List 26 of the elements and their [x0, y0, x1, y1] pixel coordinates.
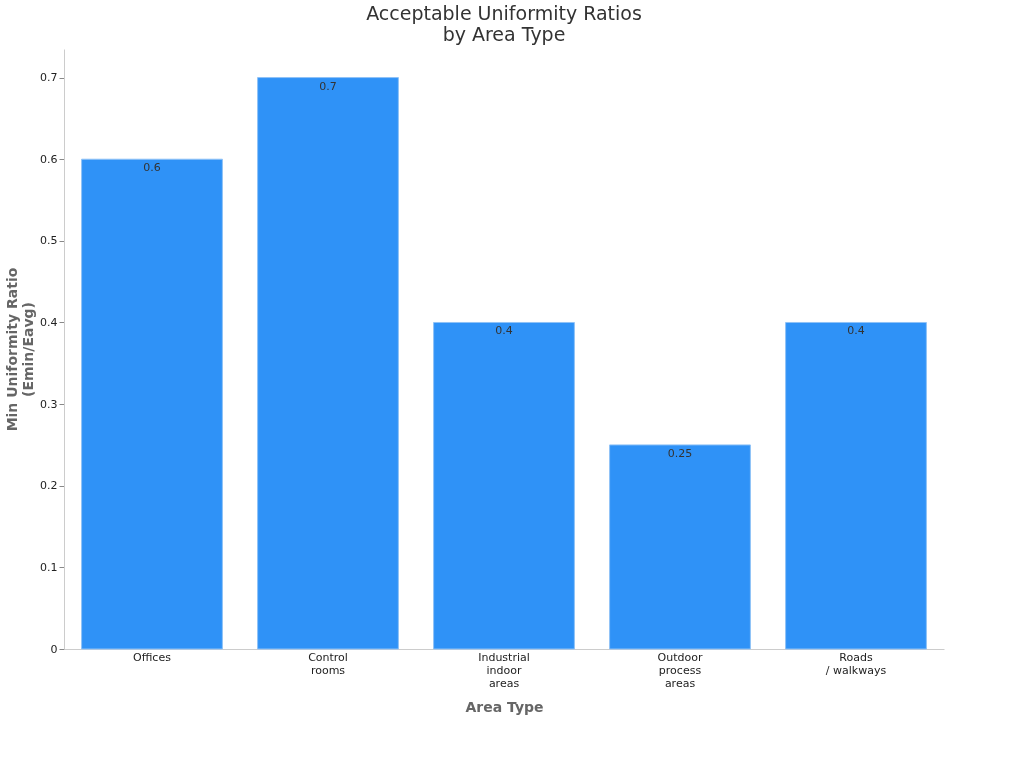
y-tick-label: 0.5: [40, 234, 58, 248]
y-tick-label: 0.4: [40, 315, 58, 329]
y-tick-label: 0.1: [40, 560, 58, 574]
bar: [433, 321, 575, 650]
bar: [785, 321, 927, 650]
x-tick-label: Industrial indoor areas: [478, 650, 530, 690]
data-label: 0.7: [319, 79, 337, 93]
bar: [257, 77, 399, 650]
y-tick-label: 0.2: [40, 479, 58, 493]
x-tick-label: Offices: [133, 650, 172, 664]
bar: [609, 444, 751, 650]
data-label: 0.4: [495, 324, 513, 338]
chart-title: Acceptable Uniformity Ratios by Area Type: [366, 2, 642, 45]
bar: [81, 158, 223, 650]
y-tick-label: 0.7: [40, 71, 58, 85]
data-label: 0.25: [667, 446, 693, 460]
y-tick-label: 0.6: [40, 152, 58, 166]
y-axis-title: Min Uniformity Ratio (Emin/Eavg): [4, 267, 37, 432]
x-axis-title: Area Type: [465, 698, 544, 715]
x-tick-label: Control rooms: [308, 650, 348, 677]
x-tick-label: Outdoor process areas: [657, 650, 703, 690]
data-label: 0.6: [143, 161, 161, 175]
y-tick-label: 0.3: [40, 397, 58, 411]
data-label: 0.4: [847, 324, 865, 338]
y-tick-label: 0: [50, 642, 58, 656]
x-tick-label: Roads / walkways: [825, 650, 887, 677]
